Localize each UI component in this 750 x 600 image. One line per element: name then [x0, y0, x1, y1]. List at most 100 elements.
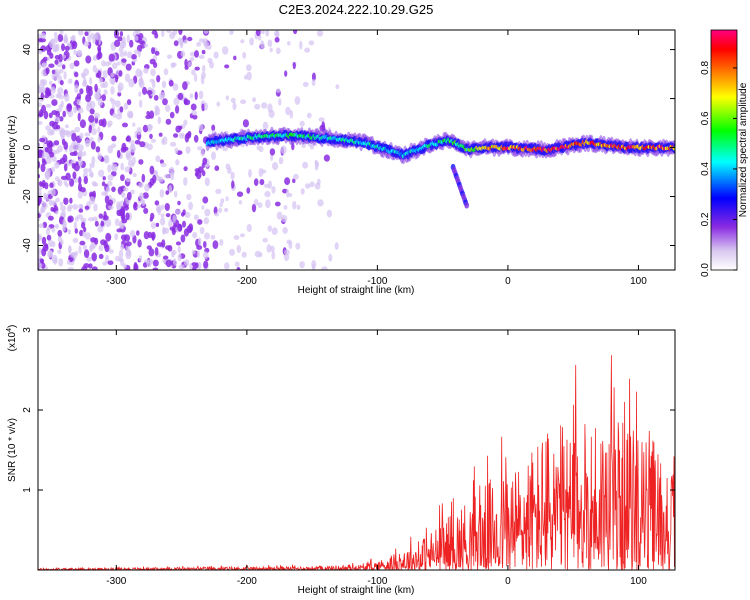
noise-dot [271, 227, 278, 236]
noise-dot [82, 80, 88, 87]
noise-dot [234, 261, 240, 267]
noise-dot [84, 232, 91, 240]
noise-dot [38, 38, 43, 43]
noise-dot [40, 163, 46, 173]
noise-dot [114, 100, 121, 108]
noise-dot [173, 258, 177, 266]
noise-dot [158, 176, 164, 183]
noise-dot [161, 204, 165, 210]
noise-dot [77, 107, 84, 114]
noise-dot [267, 39, 273, 48]
noise-dot [119, 221, 124, 228]
noise-dot [165, 245, 171, 250]
noise-dot [165, 118, 172, 125]
noise-dot [165, 213, 171, 218]
noise-dot [173, 97, 180, 106]
noise-dot [142, 192, 149, 199]
noise-dot [38, 102, 43, 107]
noise-dot [260, 30, 265, 35]
noise-dot [38, 121, 43, 125]
noise-dot [89, 100, 96, 109]
noise-dot [107, 174, 114, 181]
noise-dot [150, 138, 157, 143]
colorbar-tick-label: 0.8 [700, 61, 711, 75]
noise-dot [57, 87, 64, 95]
noise-dot [248, 168, 252, 178]
noise-dot [45, 125, 51, 131]
noise-dot [111, 186, 116, 193]
noise-dot [317, 30, 324, 37]
noise-dot [156, 242, 164, 247]
noise-dot [62, 226, 66, 232]
noise-dot [46, 145, 53, 155]
noise-dot [185, 146, 191, 154]
noise-dot [198, 38, 205, 43]
noise-dot [79, 187, 86, 193]
noise-dot [73, 60, 80, 67]
noise-dot [66, 259, 71, 265]
noise-dot [130, 189, 135, 195]
noise-dot [171, 250, 175, 258]
noise-dot [102, 176, 106, 181]
noise-dot [49, 182, 54, 188]
noise-dot [150, 212, 155, 220]
noise-dot [267, 225, 272, 232]
noise-dot [177, 92, 184, 101]
noise-dot [62, 218, 66, 228]
noise-dot [89, 243, 96, 250]
noise-dot [107, 122, 111, 128]
noise-dot [42, 244, 49, 252]
noise-dot [285, 106, 291, 116]
noise-dot [125, 136, 131, 142]
noise-dot [49, 52, 54, 59]
noise-dot [39, 109, 43, 118]
noise-dot [125, 241, 132, 247]
noise-dot [41, 236, 47, 245]
noise-dot [214, 212, 220, 217]
noise-dot [196, 250, 200, 258]
noise-dot [177, 245, 181, 254]
noise-dot [261, 102, 268, 109]
noise-dot [83, 41, 90, 47]
noise-dot [167, 54, 172, 59]
noise-dot [87, 85, 93, 91]
spectrogram-x-tick-label: 100 [630, 276, 647, 287]
noise-dot [143, 43, 149, 48]
spectrogram-x-tick-label: -100 [367, 276, 387, 287]
noise-dot [39, 86, 46, 93]
noise-dot [104, 195, 110, 205]
noise-dot [97, 136, 101, 143]
noise-dot [107, 260, 114, 266]
noise-dot [292, 200, 297, 210]
noise-dot [46, 56, 51, 61]
noise-dot [203, 217, 209, 225]
noise-dot [218, 207, 223, 214]
noise-dot [47, 226, 51, 231]
noise-dot [213, 51, 219, 59]
noise-dot [136, 127, 142, 135]
noise-dot [170, 62, 176, 68]
noise-dot [262, 121, 269, 130]
noise-dot [82, 244, 87, 250]
noise-dot [321, 121, 326, 130]
noise-dot [284, 70, 288, 77]
noise-dot [169, 31, 176, 40]
noise-dot [123, 102, 129, 110]
noise-dot [58, 68, 64, 74]
snr-x-tick-label: 100 [630, 576, 647, 587]
noise-dot [202, 251, 209, 260]
noise-dot [150, 222, 157, 229]
noise-dot [203, 260, 209, 269]
noise-dot [189, 51, 196, 57]
noise-dot [189, 57, 195, 62]
noise-dot [223, 207, 229, 213]
noise-dot [249, 37, 254, 46]
noise-dot [83, 168, 89, 174]
noise-dot [41, 201, 48, 210]
noise-dot [93, 182, 99, 187]
spectrogram-y-tick-label: 40 [22, 44, 33, 56]
noise-dot [38, 223, 44, 229]
noise-dot [146, 111, 150, 116]
noise-dot [183, 177, 188, 186]
noise-dot [74, 228, 79, 234]
